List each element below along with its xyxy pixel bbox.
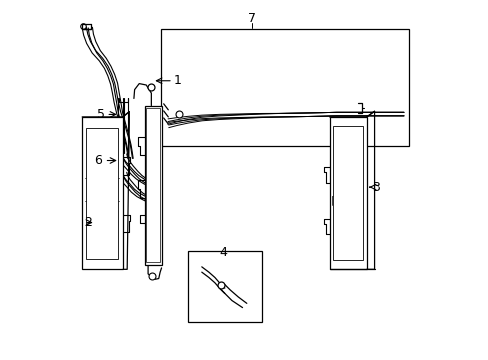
Text: 3: 3 [371,181,379,194]
Text: 6: 6 [94,154,102,167]
Text: 4: 4 [219,246,227,259]
Bar [161,30,408,146]
Text: 1: 1 [173,74,181,87]
Bar [85,127,118,259]
Text: 5: 5 [97,108,105,121]
Bar [145,108,160,262]
Bar [82,117,122,269]
Text: 7: 7 [247,12,255,25]
Text: 2: 2 [84,216,92,229]
Bar [332,126,363,260]
Bar [329,117,366,269]
Bar [187,251,262,322]
Bar [144,105,161,265]
